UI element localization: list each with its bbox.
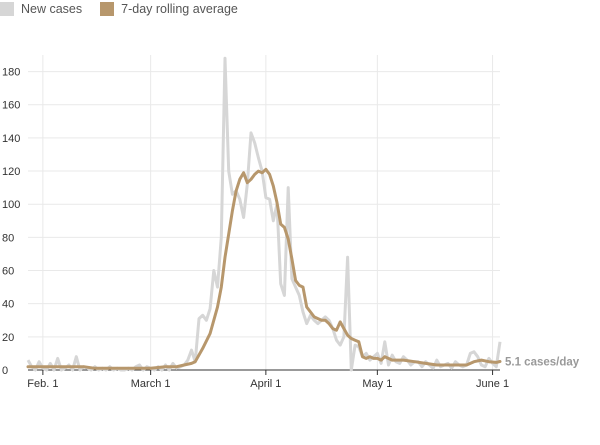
y-tick-label: 140: [2, 133, 20, 145]
series-rolling-average-line: [26, 167, 502, 370]
y-tick-label: 40: [2, 299, 14, 311]
y-tick-label: 80: [2, 232, 14, 244]
x-tick-label: March 1: [131, 378, 171, 390]
y-tick-label: 120: [2, 166, 20, 178]
y-tick-label: 20: [2, 332, 14, 344]
y-gridlines: [28, 71, 500, 338]
y-tick-label: 160: [2, 100, 20, 112]
y-tick-label: 180: [2, 67, 20, 79]
y-tick-labels: 0 20 40 60 80 100 120 140 160 180: [2, 67, 20, 377]
legend-swatch-rolling-average: [100, 2, 115, 16]
x-tick-label: June 1: [476, 378, 509, 390]
y-tick-label: 100: [2, 199, 20, 211]
legend-item-new-cases: New cases: [0, 2, 82, 16]
x-tick-label: April 1: [250, 378, 281, 390]
y-tick-label: 60: [2, 266, 14, 278]
x-tick-label: Feb. 1: [27, 378, 58, 390]
x-tick-labels: Feb. 1 March 1 April 1 May 1 June 1: [27, 370, 509, 390]
legend-label-rolling-average: 7-day rolling average: [121, 2, 238, 16]
y-tick-label: 0: [2, 365, 8, 377]
legend-item-rolling-average: 7-day rolling average: [100, 2, 238, 16]
legend-swatch-new-cases: [0, 2, 14, 16]
legend-label-new-cases: New cases: [21, 2, 83, 16]
x-tick-label: May 1: [362, 378, 392, 390]
current-average-label: 5.1 cases/day: [505, 357, 580, 369]
legend: New cases 7-day rolling average: [0, 2, 256, 16]
x-gridlines: [42, 55, 494, 370]
